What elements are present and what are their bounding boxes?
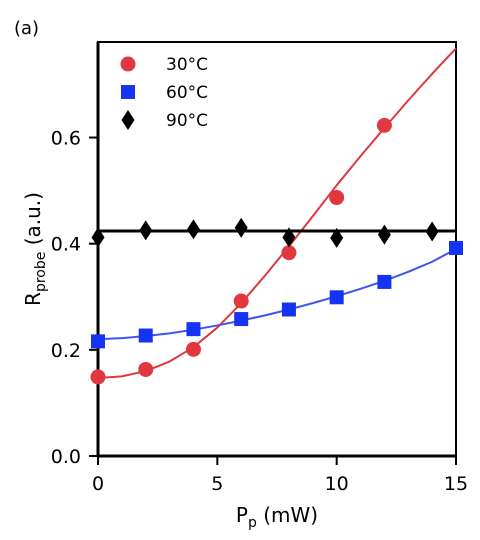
x-tick-label: 15 — [444, 473, 468, 495]
fit-lines — [97, 47, 457, 379]
legend-marker-diamond — [121, 110, 135, 130]
data-point-square — [449, 240, 463, 255]
x-tick-label: 10 — [325, 473, 349, 495]
fit-line — [97, 248, 457, 341]
data-point-diamond — [186, 219, 200, 240]
data-point-circle — [185, 341, 201, 357]
data-point-diamond — [234, 217, 248, 238]
x-tick-label: 5 — [211, 473, 223, 495]
x-axis-label: Pp (mW) — [236, 503, 318, 531]
data-point-square — [138, 328, 153, 343]
legend-label: 90°C — [166, 111, 208, 131]
panel-label: (a) — [14, 18, 39, 39]
data-point-diamond — [425, 221, 439, 242]
data-point-diamond — [282, 227, 296, 248]
y-axis-label: Rprobe (a.u.) — [21, 192, 49, 306]
y-tick-label: 0.0 — [51, 446, 81, 468]
legend-label: 30°C — [166, 55, 208, 75]
y-axis-label-unit: (a.u.) — [21, 192, 45, 252]
legend-marker-circle — [120, 56, 136, 72]
data-point-diamond — [330, 227, 344, 248]
y-tick-label: 0.4 — [51, 234, 81, 256]
data-point-circle — [376, 117, 392, 133]
data-markers — [90, 117, 463, 385]
x-axis-label-main: P — [236, 503, 248, 527]
plot-frame — [96, 41, 457, 458]
fit-line — [97, 47, 457, 379]
y-axis-label-sub: probe — [33, 252, 49, 292]
data-point-circle — [281, 245, 297, 261]
data-point-square — [329, 290, 344, 305]
legend: 30°C 60°C 90°C — [120, 55, 208, 131]
data-point-square — [377, 274, 392, 289]
legend-marker-square — [121, 85, 135, 99]
data-point-square — [234, 312, 249, 327]
data-point-diamond — [91, 227, 105, 248]
data-point-circle — [90, 369, 106, 385]
y-tick-label: 0.6 — [51, 128, 81, 150]
x-axis-label-sub: p — [248, 515, 257, 531]
y-axis-label-main: R — [21, 292, 45, 306]
data-point-circle — [233, 293, 249, 309]
axis-ticks: 0 5 10 15 0.0 0.2 0.4 0.6 — [51, 128, 468, 495]
legend-label: 60°C — [166, 83, 208, 103]
data-point-circle — [329, 190, 345, 206]
x-axis-label-unit: (mW) — [257, 503, 318, 527]
data-point-square — [91, 334, 105, 349]
y-tick-label: 0.2 — [51, 340, 81, 362]
data-point-square — [281, 302, 296, 317]
data-point-square — [186, 322, 201, 337]
data-point-circle — [138, 361, 154, 377]
plot-border — [97, 41, 457, 457]
x-tick-label: 0 — [92, 473, 104, 495]
data-point-diamond — [377, 224, 391, 245]
data-point-diamond — [139, 220, 153, 241]
